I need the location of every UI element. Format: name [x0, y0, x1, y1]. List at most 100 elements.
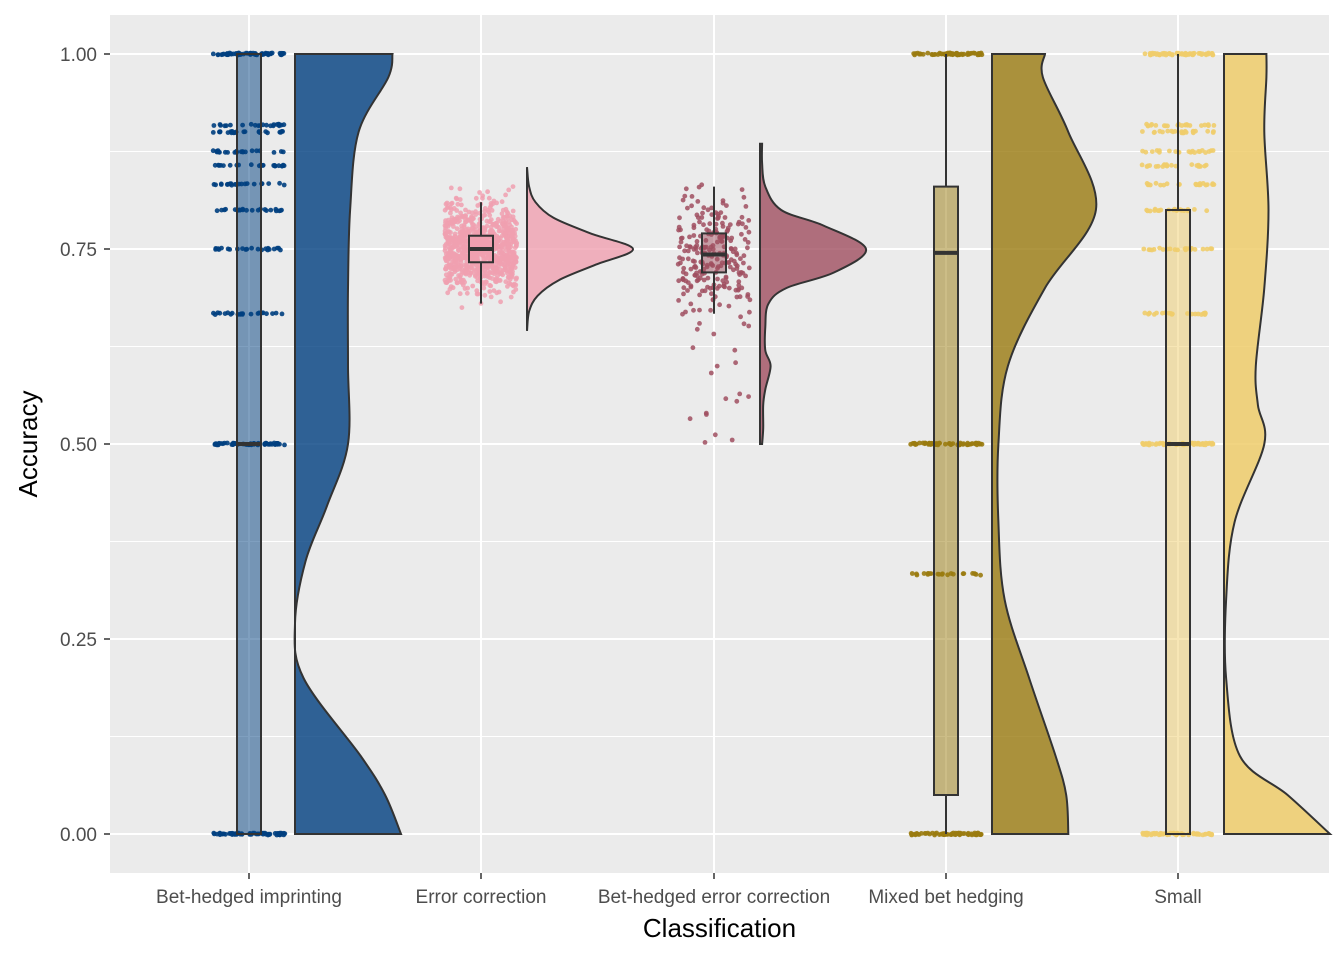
- data-point: [1210, 52, 1215, 58]
- data-point: [462, 267, 468, 272]
- data-point: [697, 321, 702, 326]
- data-point: [501, 239, 507, 245]
- data-point: [457, 197, 463, 202]
- data-point: [451, 224, 456, 229]
- data-point: [734, 398, 740, 404]
- data-point: [683, 186, 689, 192]
- data-point: [1169, 162, 1174, 168]
- data-point: [446, 229, 452, 235]
- data-point: [495, 216, 501, 222]
- data-point: [747, 297, 753, 303]
- data-point: [1206, 149, 1212, 154]
- data-point: [501, 214, 507, 220]
- data-point: [510, 239, 516, 245]
- data-point: [743, 204, 749, 209]
- data-point: [491, 288, 497, 293]
- data-point: [277, 129, 283, 135]
- data-point: [1189, 162, 1195, 168]
- data-point: [218, 163, 224, 168]
- data-point: [211, 310, 216, 316]
- data-point: [737, 391, 743, 397]
- data-point: [215, 246, 221, 252]
- data-point: [1200, 246, 1206, 252]
- data-point: [1181, 130, 1186, 136]
- data-point: [477, 190, 482, 195]
- data-point: [736, 279, 742, 285]
- data-point: [715, 215, 721, 221]
- data-point: [215, 52, 221, 58]
- series-mixed-bet-hedging: [908, 50, 1098, 838]
- data-point: [500, 207, 506, 213]
- data-point: [722, 215, 728, 220]
- data-point: [728, 246, 734, 252]
- data-point: [272, 163, 277, 168]
- data-point: [693, 244, 698, 250]
- data-point: [262, 441, 267, 447]
- data-point: [1211, 123, 1217, 128]
- data-point: [1169, 52, 1175, 58]
- data-point: [227, 162, 233, 168]
- data-point: [454, 267, 460, 273]
- data-point: [470, 221, 475, 227]
- data-point: [214, 208, 220, 214]
- data-point: [484, 223, 490, 229]
- data-point: [734, 250, 739, 256]
- data-point: [457, 230, 463, 236]
- data-point: [503, 224, 508, 229]
- data-point: [218, 123, 224, 128]
- data-point: [1152, 831, 1157, 837]
- data-point: [512, 260, 517, 266]
- data-point: [508, 294, 514, 300]
- data-point: [747, 309, 752, 315]
- data-point: [443, 258, 449, 264]
- data-point: [495, 235, 501, 241]
- data-point: [1154, 441, 1159, 446]
- data-point: [679, 235, 685, 241]
- data-point: [273, 310, 279, 316]
- data-point: [707, 221, 713, 227]
- data-point: [909, 832, 915, 838]
- data-point: [227, 831, 232, 836]
- data-point: [499, 199, 505, 205]
- data-point: [281, 122, 287, 128]
- data-point: [276, 121, 281, 127]
- data-point: [470, 226, 475, 232]
- data-point: [449, 215, 455, 221]
- data-point: [486, 219, 492, 225]
- data-point: [494, 269, 499, 275]
- data-point: [1167, 148, 1172, 154]
- data-point: [453, 276, 459, 282]
- data-point: [494, 278, 500, 283]
- data-point: [1164, 181, 1170, 187]
- data-point: [1157, 245, 1162, 251]
- data-point: [1152, 206, 1158, 212]
- data-point: [469, 216, 474, 222]
- data-point: [464, 254, 469, 260]
- data-point: [465, 229, 471, 234]
- data-point: [720, 198, 726, 204]
- data-point: [444, 205, 450, 211]
- data-point: [685, 256, 691, 262]
- data-point: [692, 259, 697, 264]
- data-point: [1199, 52, 1205, 57]
- data-point: [482, 292, 488, 298]
- data-point: [701, 277, 707, 283]
- data-point: [506, 187, 512, 193]
- data-point: [729, 235, 735, 241]
- data-point: [490, 222, 496, 228]
- data-point: [745, 240, 751, 245]
- x-tick-label: Small: [1154, 887, 1202, 908]
- data-point: [280, 51, 286, 56]
- data-point: [456, 247, 461, 253]
- data-point: [694, 273, 700, 279]
- data-point: [718, 210, 724, 216]
- data-point: [506, 228, 512, 234]
- data-point: [457, 257, 463, 263]
- data-point: [680, 197, 686, 203]
- data-point: [736, 282, 742, 288]
- data-point: [965, 830, 971, 836]
- data-point: [446, 238, 452, 244]
- data-point: [925, 572, 931, 577]
- data-point: [282, 442, 287, 448]
